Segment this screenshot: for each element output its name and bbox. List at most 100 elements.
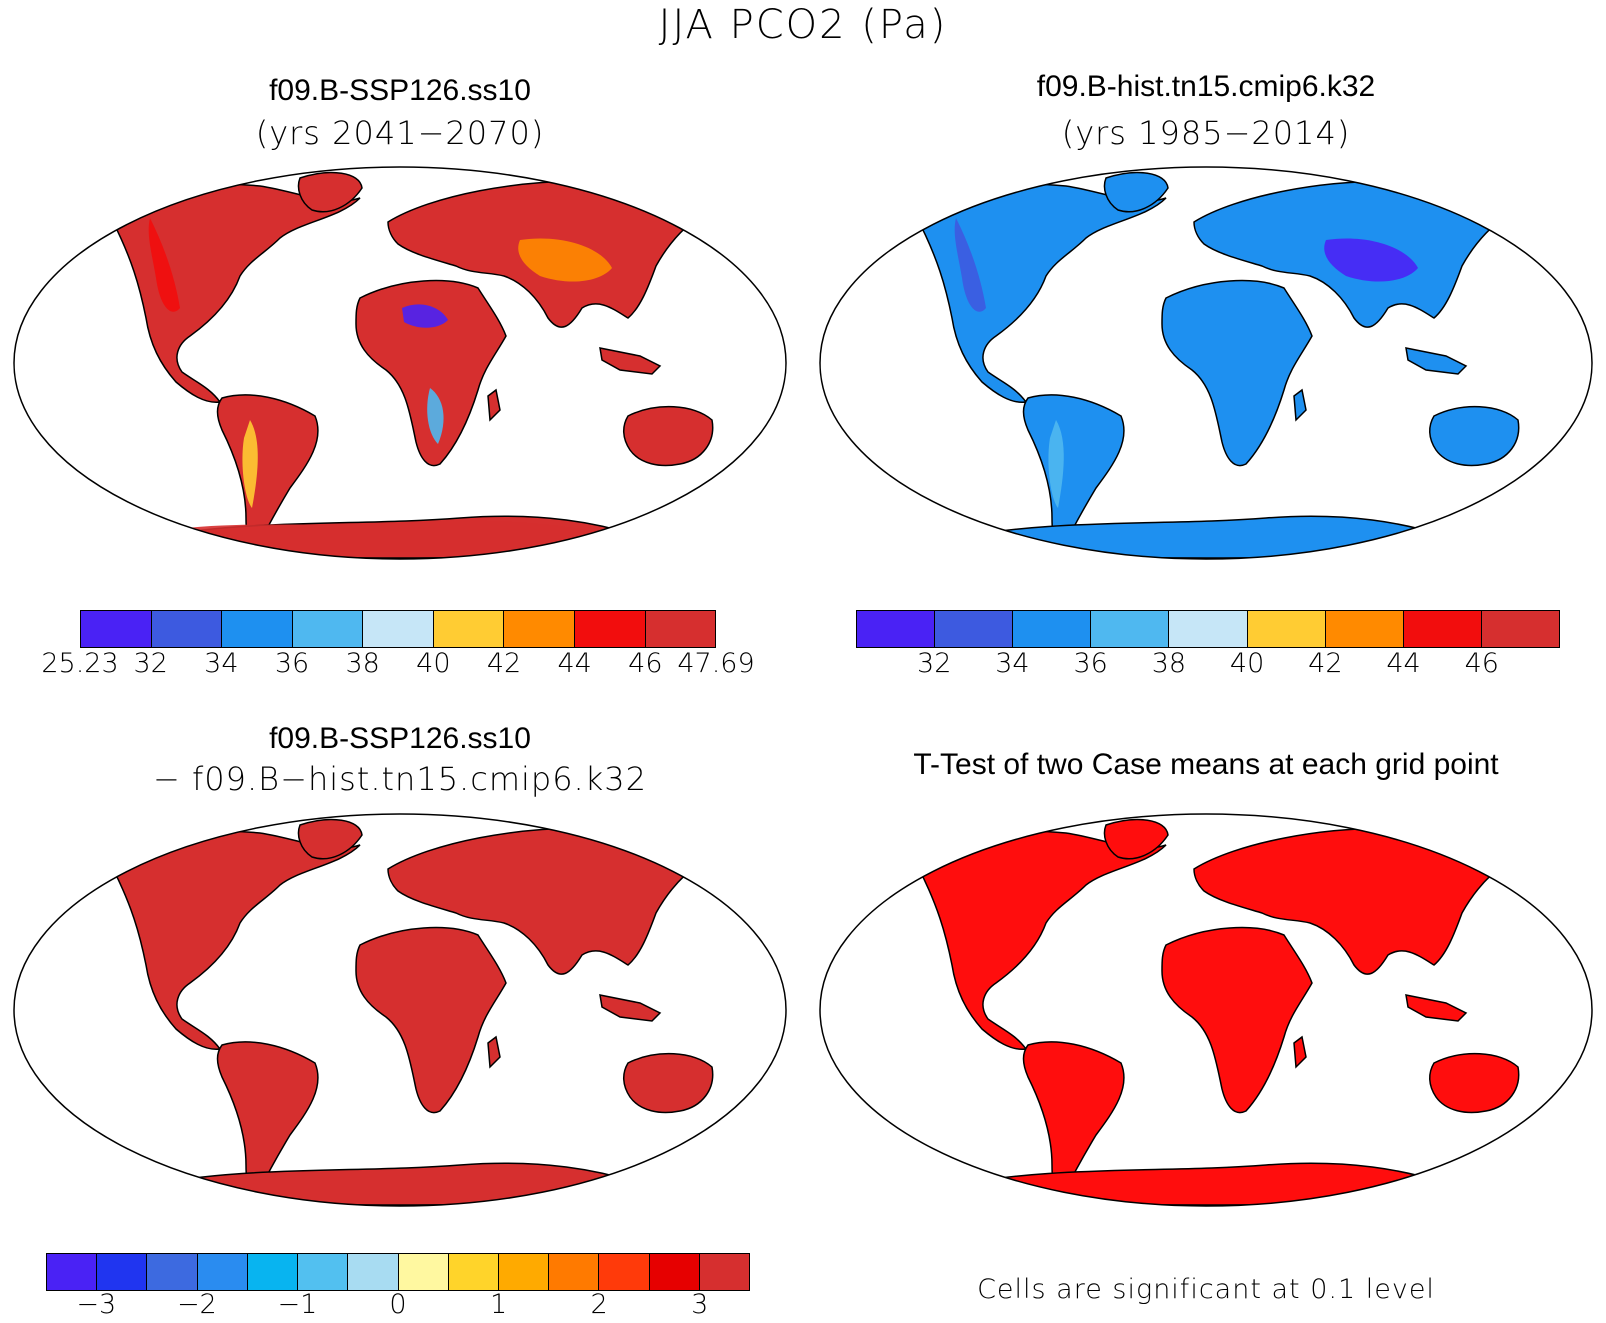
- colorbar-tick-label: 32: [917, 648, 952, 679]
- madagascar-land: [1293, 388, 1307, 422]
- colorbar-swatch: [1169, 611, 1248, 647]
- north-america-land: [915, 183, 1167, 403]
- colorbar-tick-label: 46: [628, 648, 663, 679]
- colorbar-tick-label: 47.69: [677, 648, 755, 679]
- colorbar-tick-label: 25.23: [41, 648, 119, 679]
- colorbar-tick-label: −3: [76, 1289, 117, 1320]
- colorbar-swatch: [935, 611, 1014, 647]
- madagascar-land: [487, 388, 501, 422]
- colorbar-tick-label: 40: [1229, 648, 1265, 679]
- colorbar-tick-label: 42: [486, 648, 522, 679]
- colorbar-tick-label: 38: [1151, 648, 1187, 679]
- colorbar-tick-label: 44: [1386, 648, 1421, 679]
- colorbar-tick-label: −1: [277, 1289, 318, 1320]
- australia-land: [1429, 1053, 1520, 1114]
- map-border: [13, 813, 787, 1207]
- colorbar-tick-label: 32: [133, 648, 168, 679]
- africa-land: [1161, 279, 1313, 467]
- significance-note: Cells are significant at 0.1 level: [977, 1274, 1435, 1305]
- colorbar-tick-label: 3: [691, 1289, 709, 1320]
- indonesia-land: [1405, 994, 1468, 1022]
- panel-title-top-right: f09.B-hist.tn15.cmip6.k32: [1036, 70, 1376, 103]
- field-contour-region: [518, 238, 612, 282]
- colorbar-tick-label: 34: [995, 648, 1030, 679]
- colorbar-swatch: [857, 611, 936, 647]
- colorbar-swatch: [247, 1254, 299, 1290]
- panel-subtitle-top-left: (yrs 2041−2070): [255, 114, 545, 152]
- colorbar-swatch: [292, 611, 364, 647]
- north-america-land: [109, 830, 361, 1050]
- colorbar-tick-label: 34: [204, 648, 239, 679]
- greenland-land: [1103, 171, 1169, 213]
- panel-title-bottom-right: T-Test of two Case means at each grid po…: [913, 748, 1499, 781]
- colorbar-tick-label: 0: [389, 1289, 407, 1320]
- field-contour-region: [242, 420, 258, 508]
- panel-subtitle-bottom-left: − f09.B−hist.tn15.cmip6.k32: [153, 760, 647, 798]
- indonesia-land: [599, 347, 662, 375]
- field-contour-region: [402, 304, 448, 328]
- colorbar-labels-bottom-left: −3 −2 −1 0 1 2 3: [46, 1289, 750, 1323]
- field-contour-region: [427, 388, 444, 444]
- colorbar-swatch: [363, 611, 434, 647]
- colorbar-swatch: [498, 1254, 550, 1290]
- colorbar-swatch: [1013, 611, 1092, 647]
- colorbar-top-left: [80, 610, 716, 648]
- north-america-land: [109, 183, 361, 403]
- colorbar-bottom-left: [46, 1253, 750, 1291]
- colorbar-swatch: [448, 1254, 499, 1290]
- colorbar-swatch: [97, 1254, 148, 1290]
- field-contour-region: [1048, 420, 1064, 508]
- indonesia-land: [599, 994, 662, 1022]
- map-border: [13, 166, 787, 560]
- field-contour-region: [1208, 304, 1254, 328]
- greenland-land: [297, 171, 363, 213]
- madagascar-land: [1293, 1035, 1307, 1069]
- colorbar-tick-label: 1: [489, 1289, 508, 1320]
- colorbar-swatch: [1247, 611, 1326, 647]
- colorbar-swatch: [549, 1254, 600, 1290]
- field-contour-region: [170, 520, 620, 552]
- greenland-land: [297, 818, 363, 860]
- greenland-land: [1103, 818, 1169, 860]
- colorbar-swatch: [1325, 611, 1404, 647]
- map-border: [819, 813, 1593, 1207]
- colorbar-swatch: [433, 611, 505, 647]
- colorbar-swatch: [1403, 611, 1482, 647]
- north-america-land: [915, 830, 1167, 1050]
- field-contour-region: [1324, 238, 1418, 282]
- map-bottom-right: [819, 813, 1593, 1207]
- colorbar-swatch: [47, 1254, 98, 1290]
- colorbar-tick-label: 2: [590, 1289, 608, 1320]
- madagascar-land: [487, 1035, 501, 1069]
- colorbar-tick-label: 36: [1073, 648, 1108, 679]
- antarctica-land: [945, 1162, 1459, 1206]
- colorbar-swatch: [147, 1254, 198, 1290]
- map-bottom-left: [13, 813, 787, 1207]
- colorbar-swatch: [298, 1254, 349, 1290]
- field-contour-region: [148, 218, 180, 312]
- map-top-right: [819, 166, 1593, 560]
- colorbar-labels-top-right: 32 34 36 38 40 42 44 46: [856, 648, 1560, 688]
- colorbar-tick-label: 42: [1308, 648, 1343, 679]
- colorbar-swatch: [599, 1254, 650, 1290]
- colorbar-tick-label: −2: [176, 1289, 217, 1320]
- africa-land: [355, 926, 507, 1114]
- colorbar-swatch: [81, 611, 152, 647]
- colorbar-swatch: [197, 1254, 248, 1290]
- map-border: [819, 166, 1593, 560]
- figure-title: JJA PCO2 (Pa): [658, 2, 948, 48]
- colorbar-swatch: [151, 611, 223, 647]
- colorbar-tick-label: 36: [274, 648, 310, 679]
- australia-land: [623, 406, 714, 467]
- colorbar-swatch: [1481, 611, 1559, 647]
- colorbar-top-right: [856, 610, 1560, 648]
- colorbar-swatch: [398, 1254, 449, 1290]
- panel-subtitle-top-right: (yrs 1985−2014): [1061, 114, 1351, 152]
- antarctica-land: [139, 1162, 653, 1206]
- colorbar-swatch: [699, 1254, 750, 1290]
- colorbar-tick-label: 38: [345, 648, 380, 679]
- colorbar-swatch: [574, 611, 646, 647]
- australia-land: [1429, 406, 1520, 467]
- panel-title-top-left: f09.B-SSP126.ss10: [269, 74, 531, 107]
- field-contour-region: [954, 218, 986, 312]
